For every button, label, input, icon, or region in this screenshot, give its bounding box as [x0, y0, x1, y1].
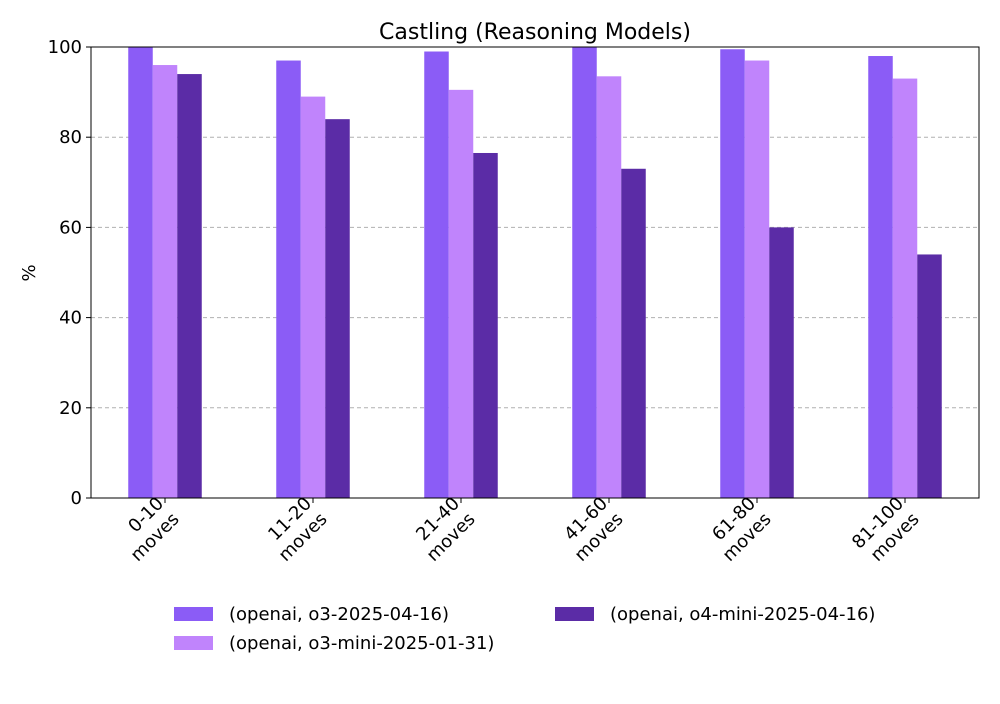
y-tick-label: 20 — [59, 398, 82, 419]
legend-swatch — [174, 636, 213, 650]
bar-3-4 — [621, 168, 646, 498]
y-tick-label: 40 — [59, 308, 82, 329]
legend-label: (openai, o3-mini-2025-01-31) — [229, 633, 494, 654]
bar-3-1 — [177, 74, 202, 498]
y-tick-label: 60 — [59, 217, 82, 238]
legend-item: (openai, o3-mini-2025-01-31) — [174, 633, 494, 654]
chart-title: Castling (Reasoning Models) — [379, 20, 691, 45]
legend-label: (openai, o4-mini-2025-04-16) — [610, 604, 875, 625]
bar-3-3 — [473, 152, 498, 499]
bar-1-1 — [128, 47, 153, 498]
bar-3-5 — [769, 227, 794, 498]
bars — [128, 47, 942, 499]
plot-frame — [90, 46, 980, 499]
bar-2-6 — [892, 78, 918, 498]
bar-1-6 — [868, 56, 893, 499]
legend-swatch — [174, 607, 213, 621]
legend: (openai, o3-2025-04-16) (openai, o3-mini-… — [174, 604, 875, 654]
legend-item: (openai, o4-mini-2025-04-16) — [555, 604, 875, 625]
legend-label: (openai, o3-2025-04-16) — [229, 604, 449, 625]
y-tick-label: 80 — [59, 127, 82, 148]
bar-1-3 — [424, 51, 449, 498]
legend-swatch — [555, 607, 594, 621]
bar-3-2 — [325, 119, 350, 498]
bar-2-1 — [152, 65, 178, 498]
bar-1-2 — [276, 60, 301, 498]
bar-2-3 — [448, 89, 474, 498]
bar-1-5 — [720, 49, 745, 498]
y-tick-label: 0 — [71, 488, 82, 509]
y-axis-ticks: 0 20 40 60 80 100 — [48, 37, 91, 509]
bar-1-4 — [572, 47, 597, 498]
bar-2-2 — [300, 96, 326, 499]
bar-2-5 — [744, 60, 770, 498]
bar-2-4 — [596, 76, 622, 498]
y-tick-label: 100 — [48, 37, 82, 58]
legend-item: (openai, o3-2025-04-16) — [174, 604, 449, 625]
y-axis-label: % — [19, 264, 40, 281]
bar-3-6 — [917, 254, 942, 498]
grid-lines — [91, 136, 979, 409]
